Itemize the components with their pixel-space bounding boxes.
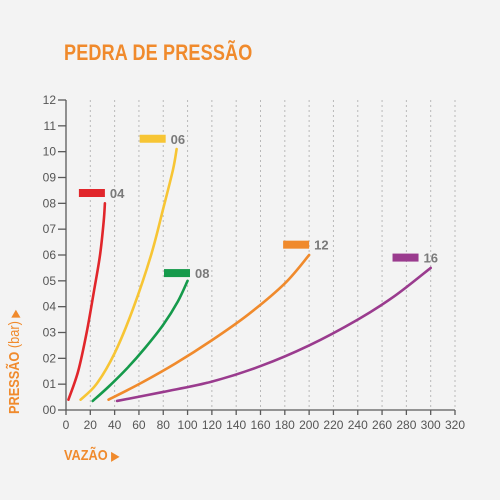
x-tick-label: 300 [421,418,441,432]
series-label-12: 12 [314,238,328,253]
x-tick-label: 320 [445,418,465,432]
x-tick-label: 40 [108,418,122,432]
series-label-04: 04 [110,186,125,201]
y-tick-label: 11 [44,119,57,133]
series-label-16: 16 [424,251,438,266]
x-tick-label: 120 [202,418,222,432]
x-axis-label: VAZÃO ▶ [64,447,119,464]
series-line-04 [67,202,107,401]
x-tick-label: 60 [132,418,146,432]
series-swatch-08 [163,269,190,278]
x-tick-label: 200 [299,418,319,432]
y-tick-label: 10 [43,145,57,159]
x-axis-arrow-icon: ▶ [111,449,120,463]
y-tick-label: 00 [43,403,57,417]
series-line-06 [79,147,178,401]
x-tick-label: 180 [275,418,295,432]
x-tick-label: 160 [250,418,270,432]
series-swatch-06 [139,134,166,143]
y-tick-label: 05 [43,274,57,288]
series-swatch-12 [283,240,310,249]
x-axis-label-text: VAZÃO [64,447,108,464]
y-tick-label: 03 [43,326,57,340]
series-label-06: 06 [171,132,185,147]
y-tick-label: 09 [43,171,57,185]
y-tick-label: 06 [43,248,57,262]
y-tick-label: 02 [43,351,57,365]
x-tick-label: 240 [348,418,368,432]
x-tick-label: 260 [372,418,392,432]
y-tick-label: 07 [43,222,57,236]
y-axis-unit: (bar) [6,321,23,349]
x-tick-label: 140 [226,418,246,432]
x-tick-label: 80 [157,418,171,432]
series-line-12 [107,253,311,401]
x-tick-label: 280 [396,418,416,432]
series-swatch-16 [392,253,419,262]
series-line-16 [115,266,432,403]
series-line-08 [91,279,189,403]
x-tick-label: 220 [323,418,343,432]
y-tick-label: 01 [43,377,57,391]
y-tick-label: 08 [43,196,57,210]
y-tick-label: 04 [43,300,57,314]
y-axis-label-text: PRESSÃO [6,351,23,414]
x-tick-label: 100 [178,418,198,432]
series-swatch-04 [78,189,105,197]
y-axis-label: PRESSÃO (bar) ▶ [6,310,23,414]
y-axis-arrow-icon: ▶ [8,309,22,318]
x-tick-label: 20 [84,418,98,432]
x-tick-label: 0 [63,418,70,432]
chart-title: PEDRA DE PRESSÃO [64,40,253,65]
y-tick-label: 12 [43,93,57,107]
series-label-08: 08 [195,266,209,281]
